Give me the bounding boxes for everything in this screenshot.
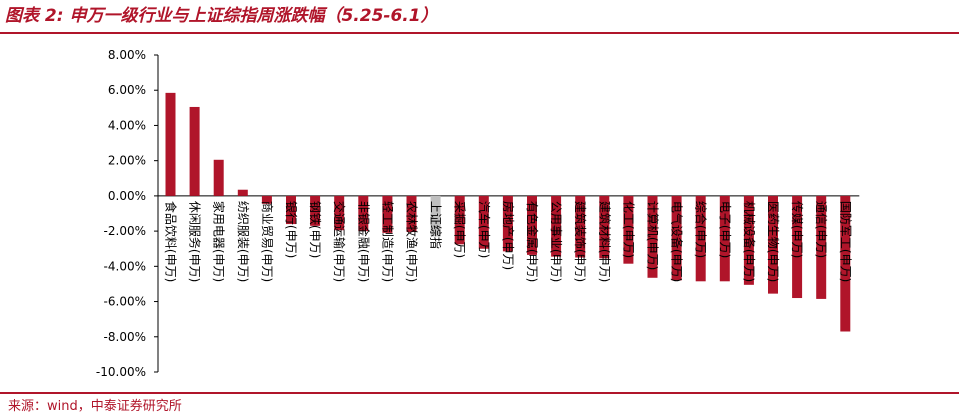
bar: [768, 195, 778, 294]
category-label: 化工(申万): [621, 201, 635, 258]
y-axis: 8.00% 6.00% 4.00% 2.00% 0.00% -2.00% -4.00% -6.…: [96, 48, 860, 379]
category-label: 轻工制造(申万): [380, 201, 394, 282]
source-note: 来源：wind，中泰证券研究所: [8, 399, 182, 414]
bar: [454, 195, 465, 245]
category-label: 机械设备(申万): [742, 201, 757, 282]
bar: [527, 195, 537, 255]
category-label: 休闲服务(申万): [188, 201, 203, 282]
bar: [430, 195, 441, 237]
bar: [647, 195, 658, 278]
category-label: 交通运输(申万): [332, 201, 347, 282]
bar: [671, 195, 682, 281]
category-label: 农林牧渔(申万): [405, 201, 419, 282]
y-tick-label: 8.00%: [108, 48, 146, 62]
category-label: 采掘(申万): [453, 201, 468, 258]
bar: [623, 195, 634, 264]
bar: [816, 195, 827, 299]
bar-series: [165, 92, 851, 332]
bar: [286, 195, 296, 225]
category-label: 家用电器(申万): [212, 201, 227, 282]
bar: [358, 195, 369, 232]
y-tick-label: -8.00%: [104, 330, 146, 344]
y-tick-label: -2.00%: [104, 224, 146, 238]
category-label: 汽车(申万): [477, 201, 492, 258]
y-tick-label: 4.00%: [108, 118, 146, 132]
category-label: 钢铁(申万): [308, 201, 322, 258]
figure-title: 图表 2: 申万一级行业与上证综指周涨跌幅（5.25-6.1）: [5, 6, 438, 26]
category-label: 房地产(申万): [501, 201, 516, 270]
y-tick-label: -10.00%: [96, 365, 146, 379]
bar: [575, 195, 586, 258]
bar-chart: 8.00% 6.00% 4.00% 2.00% 0.00% -2.00% -4.00% -6.…: [96, 48, 860, 379]
category-label: 国防军工(申万): [838, 201, 853, 282]
bar: [695, 195, 706, 282]
category-label: 建筑材料(申万): [597, 201, 612, 282]
category-label: 有色金属(申万): [525, 201, 540, 282]
category-label: 电气设备(申万): [670, 201, 685, 282]
footer-rule: [0, 392, 959, 394]
bar: [792, 195, 803, 299]
category-label: 商业贸易(申万): [260, 201, 275, 282]
category-label: 医药生物(申万): [766, 201, 780, 282]
bar: [310, 195, 321, 226]
category-label: 纺织服装(申万): [236, 201, 250, 282]
bar: [551, 195, 562, 257]
bar: [840, 195, 851, 332]
category-label: 传媒(申万): [790, 201, 805, 258]
bar: [261, 195, 272, 204]
bar: [382, 195, 393, 233]
bar: [478, 195, 489, 249]
category-label: 食品饮料(申万): [164, 201, 179, 282]
category-label: 公用事业(申万): [549, 201, 563, 282]
bar: [237, 189, 248, 196]
category-label: 计算机(申万): [646, 201, 661, 270]
bar: [743, 195, 754, 285]
category-label: 上证综指: [429, 201, 444, 249]
category-label: 银行(申万): [284, 201, 298, 258]
category-label: 建筑装饰(申万): [573, 201, 588, 282]
bar: [165, 92, 176, 196]
category-label: 电子(申万): [718, 201, 732, 258]
bar: [189, 106, 200, 196]
bar: [213, 159, 224, 196]
y-tick-label: -4.00%: [104, 259, 146, 273]
category-label: 通信(申万): [814, 201, 828, 258]
bar: [406, 195, 417, 232]
category-labels: 食品饮料(申万) 休闲服务(申万) 家用电器(申万) 纺织服装(申万) 商业贸易(申万)…: [164, 201, 854, 282]
y-tick-label: 6.00%: [108, 83, 146, 97]
y-tick-label: 2.00%: [108, 154, 146, 168]
bar: [719, 195, 730, 282]
bar: [334, 195, 345, 231]
bar: [502, 195, 513, 252]
category-label: 非银金融(申万): [356, 201, 371, 282]
y-tick-label: -6.00%: [104, 295, 146, 309]
title-rule: [0, 32, 959, 34]
category-label: 综合(申万): [694, 201, 709, 258]
y-tick-label: 0.00%: [108, 189, 146, 203]
bar: [599, 195, 610, 259]
